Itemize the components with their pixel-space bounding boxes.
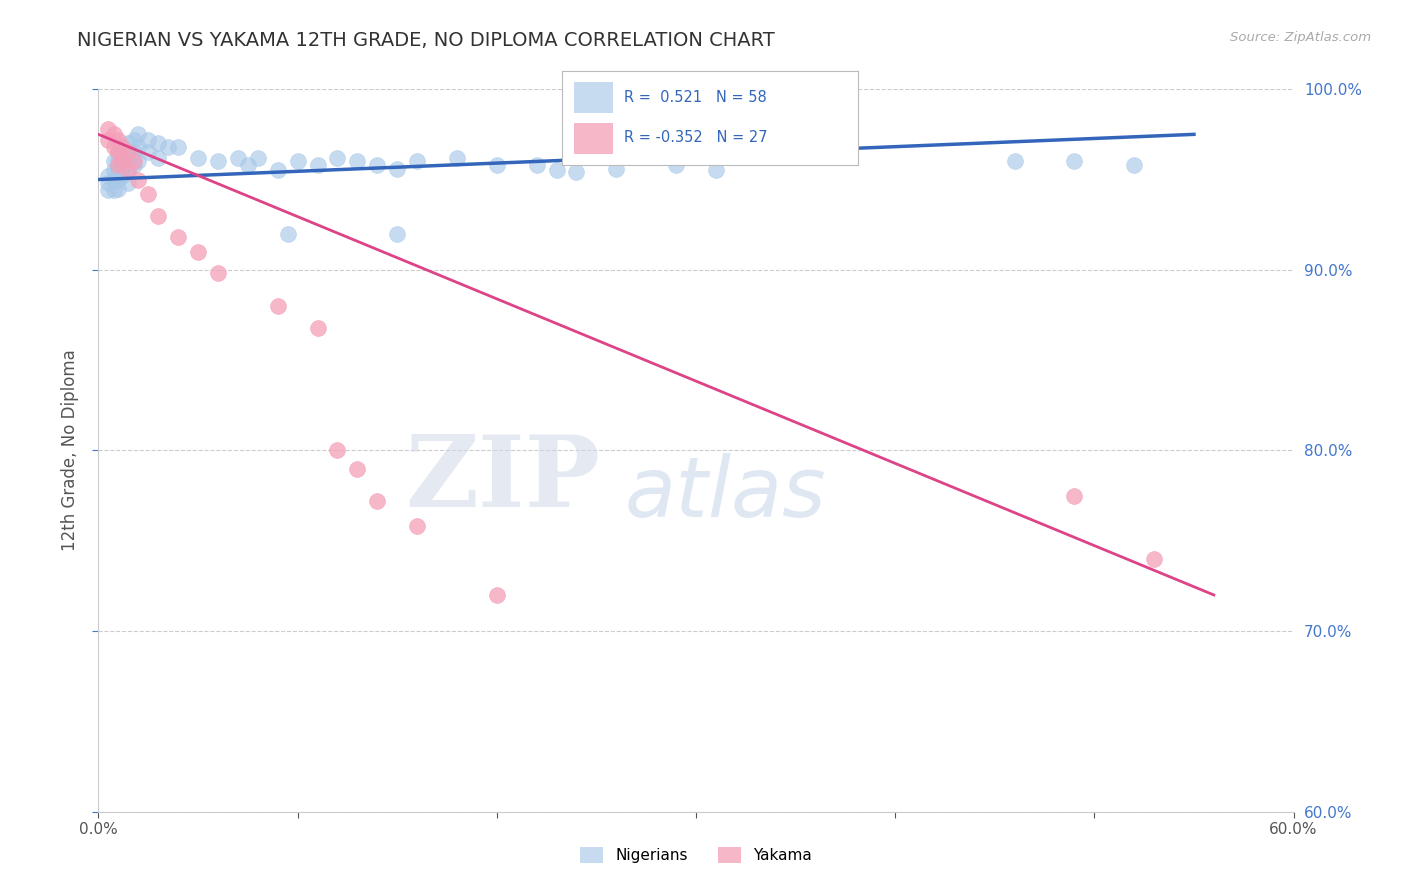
Point xyxy=(107,154,129,169)
Point xyxy=(124,158,146,172)
Point xyxy=(366,158,388,172)
Point xyxy=(103,163,125,178)
Point xyxy=(124,154,146,169)
Point xyxy=(406,154,429,169)
Point xyxy=(326,443,349,458)
Point xyxy=(307,158,329,172)
Point xyxy=(124,133,146,147)
Point xyxy=(107,133,129,147)
Point xyxy=(546,163,568,178)
Text: ZIP: ZIP xyxy=(405,431,600,528)
Point xyxy=(1143,552,1166,566)
Point xyxy=(565,165,588,179)
Text: Source: ZipAtlas.com: Source: ZipAtlas.com xyxy=(1230,31,1371,45)
Bar xyxy=(574,82,613,112)
Point xyxy=(267,299,290,313)
Point xyxy=(385,227,409,241)
Point xyxy=(385,161,409,176)
Point xyxy=(103,128,125,142)
Point xyxy=(111,140,134,154)
Point xyxy=(485,588,508,602)
Point xyxy=(117,163,139,178)
Point xyxy=(287,154,309,169)
Point xyxy=(207,267,229,281)
Point xyxy=(187,244,209,259)
Point xyxy=(704,163,727,178)
Point xyxy=(97,169,120,183)
Point xyxy=(107,145,129,160)
Point xyxy=(107,172,129,186)
Point xyxy=(136,133,159,147)
Legend: Nigerians, Yakama: Nigerians, Yakama xyxy=(574,841,818,869)
Point xyxy=(127,172,149,186)
Point xyxy=(665,158,688,172)
Text: R =  0.521   N = 58: R = 0.521 N = 58 xyxy=(624,89,768,104)
Point xyxy=(103,140,125,154)
Point xyxy=(148,151,170,165)
Point xyxy=(267,163,290,178)
Point xyxy=(526,158,548,172)
Point xyxy=(246,151,269,165)
Point xyxy=(127,128,149,142)
Text: atlas: atlas xyxy=(624,453,825,534)
Point xyxy=(485,158,508,172)
Point xyxy=(605,161,627,176)
Point xyxy=(277,227,299,241)
Point xyxy=(446,151,468,165)
Point xyxy=(187,151,209,165)
Point xyxy=(167,140,190,154)
Point xyxy=(111,160,134,174)
Point xyxy=(406,519,429,533)
Point xyxy=(346,154,368,169)
Point xyxy=(226,151,249,165)
Point xyxy=(307,320,329,334)
Point xyxy=(111,154,134,169)
Point xyxy=(167,230,190,244)
Point xyxy=(157,140,180,154)
Point xyxy=(326,151,349,165)
Point xyxy=(136,186,159,201)
Point xyxy=(111,140,134,154)
Point xyxy=(107,158,129,172)
Point xyxy=(117,163,139,178)
Point xyxy=(103,154,125,169)
Point xyxy=(148,136,170,151)
Point xyxy=(117,136,139,151)
Point xyxy=(107,181,129,195)
Point xyxy=(1004,154,1026,169)
Point xyxy=(117,145,139,160)
Point xyxy=(97,176,120,190)
Point xyxy=(117,154,139,169)
Point xyxy=(117,176,139,190)
Point xyxy=(117,145,139,160)
Point xyxy=(111,169,134,183)
Point xyxy=(127,154,149,169)
Point xyxy=(136,145,159,160)
Point xyxy=(1123,158,1146,172)
Point xyxy=(127,140,149,154)
Point xyxy=(97,122,120,136)
Point xyxy=(346,461,368,475)
Point xyxy=(124,145,146,160)
Point xyxy=(97,133,120,147)
Point xyxy=(97,183,120,197)
Text: NIGERIAN VS YAKAMA 12TH GRADE, NO DIPLOMA CORRELATION CHART: NIGERIAN VS YAKAMA 12TH GRADE, NO DIPLOM… xyxy=(77,31,775,50)
Point xyxy=(366,494,388,508)
Point xyxy=(107,145,129,160)
Text: R = -0.352   N = 27: R = -0.352 N = 27 xyxy=(624,130,768,145)
Point xyxy=(207,154,229,169)
Point xyxy=(236,158,259,172)
Point xyxy=(103,183,125,197)
Point xyxy=(111,151,134,165)
Point xyxy=(1063,154,1085,169)
Point xyxy=(1063,489,1085,503)
Point xyxy=(107,163,129,178)
Point xyxy=(148,209,170,223)
Y-axis label: 12th Grade, No Diploma: 12th Grade, No Diploma xyxy=(60,350,79,551)
Bar xyxy=(574,123,613,153)
Point xyxy=(103,172,125,186)
